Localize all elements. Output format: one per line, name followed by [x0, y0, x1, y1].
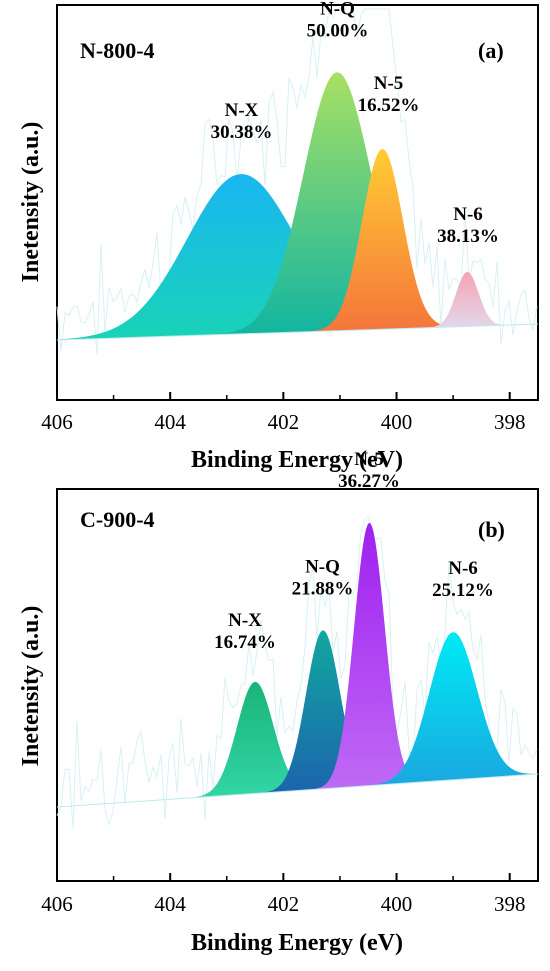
- y-axis-title-b: Inetensity (a.u.): [18, 606, 44, 767]
- x-tick-label: 402: [268, 892, 300, 916]
- sample-label-b: C-900-4: [80, 507, 155, 532]
- peak-name-label: N-5: [354, 449, 384, 470]
- x-tick-label: 398: [494, 410, 526, 434]
- peak-percent-label: 16.74%: [214, 632, 276, 653]
- baseline-b: [56, 773, 539, 808]
- peak-labels-b: N-X16.74% N-Q21.88% N-536.27% N-625.12%: [214, 449, 494, 653]
- peak-n-5: [57, 148, 538, 340]
- x-tick-label: 398: [494, 892, 526, 916]
- raw-spectrum-a: [56, 7, 538, 354]
- baseline-a: [56, 323, 539, 341]
- peak-percent-label: 36.27%: [338, 471, 400, 492]
- peak-fits-a: [57, 72, 538, 340]
- peak-name-label: N-Q: [305, 556, 340, 577]
- panel-label-b: (b): [478, 517, 505, 542]
- peak-name-label: N-X: [228, 610, 262, 631]
- sample-label-a: N-800-4: [80, 38, 155, 63]
- peak-percent-label: 16.52%: [358, 95, 420, 116]
- x-ticks-b: 406 404 402 400 398: [41, 873, 525, 916]
- y-axis-title-a: Inetensity (a.u.): [18, 122, 44, 283]
- peak-percent-label: 50.00%: [307, 20, 369, 41]
- x-tick-label: 406: [41, 410, 73, 434]
- x-tick-label: 400: [381, 410, 413, 434]
- x-tick-label: 404: [154, 892, 186, 916]
- peak-name-label: N-5: [374, 73, 404, 94]
- peak-percent-label: 30.38%: [211, 122, 273, 143]
- peak-labels-a: N-X30.38% N-Q50.00% N-516.52% N-638.13%: [211, 0, 499, 247]
- x-axis-title-b: Binding Energy (eV): [191, 930, 403, 956]
- plot-frame-a: [56, 4, 539, 401]
- peak-name-label: N-X: [225, 100, 259, 121]
- raw-spectrum-b: [56, 515, 538, 829]
- peak-percent-label: 21.88%: [292, 578, 354, 599]
- peak-percent-label: 25.12%: [432, 580, 494, 601]
- panel-a: 406 404 402 400 398 N-800-4 (a) N-X30.38% N-Q…: [18, 0, 539, 473]
- peak-name-label: N-6: [448, 558, 478, 579]
- panel-b: 406 404 402 400 398 C-900-4 (b) N-X16.74% N-Q…: [18, 449, 539, 956]
- peak-name-label: N-Q: [320, 0, 355, 19]
- plot-frame-b: [56, 488, 539, 882]
- peak-percent-label: 38.13%: [437, 226, 499, 247]
- x-tick-label: 402: [268, 410, 300, 434]
- peak-name-label: N-6: [453, 204, 483, 225]
- x-tick-label: 406: [41, 892, 73, 916]
- x-axis-title-a: Binding Energy (eV): [191, 447, 403, 473]
- peak-n-q: [57, 630, 538, 807]
- peak-n-q: [57, 72, 538, 340]
- peak-n-6: [57, 632, 538, 807]
- peak-fits-b: [57, 522, 538, 807]
- x-tick-label: 404: [154, 410, 186, 434]
- x-ticks-a: 406 404 402 400 398: [41, 392, 525, 434]
- raw-spectrum-line: [56, 7, 538, 354]
- x-tick-label: 400: [381, 892, 413, 916]
- panel-label-a: (a): [478, 38, 504, 63]
- raw-spectrum-line: [56, 515, 538, 829]
